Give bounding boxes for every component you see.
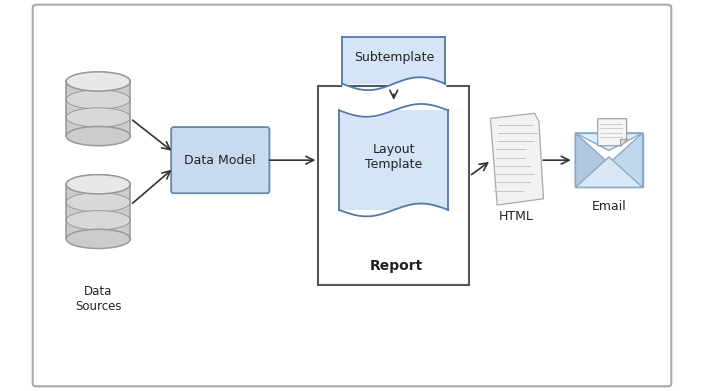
FancyBboxPatch shape: [32, 5, 672, 386]
Polygon shape: [575, 157, 643, 187]
Ellipse shape: [66, 90, 130, 109]
Text: Report: Report: [370, 258, 422, 273]
Ellipse shape: [66, 175, 130, 194]
Text: Layout
Template: Layout Template: [365, 143, 422, 171]
Bar: [66, 81, 130, 136]
Ellipse shape: [66, 72, 130, 91]
Ellipse shape: [66, 211, 130, 230]
Polygon shape: [575, 133, 643, 151]
Text: HTML: HTML: [498, 210, 533, 223]
Polygon shape: [609, 133, 643, 187]
FancyBboxPatch shape: [171, 127, 270, 193]
Ellipse shape: [66, 175, 130, 194]
Ellipse shape: [66, 108, 130, 127]
Polygon shape: [491, 113, 543, 205]
Polygon shape: [598, 119, 627, 146]
Polygon shape: [620, 139, 627, 146]
Ellipse shape: [66, 126, 130, 146]
Bar: [339, 110, 448, 210]
Ellipse shape: [66, 229, 130, 249]
Text: Data
Sources: Data Sources: [75, 285, 122, 314]
Text: Email: Email: [591, 200, 627, 213]
Ellipse shape: [66, 193, 130, 212]
Ellipse shape: [66, 72, 130, 91]
Bar: [66, 184, 130, 239]
Polygon shape: [575, 133, 609, 187]
Text: Subtemplate: Subtemplate: [353, 51, 434, 64]
Bar: [318, 86, 470, 285]
Text: Data Model: Data Model: [184, 154, 256, 167]
Bar: [342, 38, 445, 84]
